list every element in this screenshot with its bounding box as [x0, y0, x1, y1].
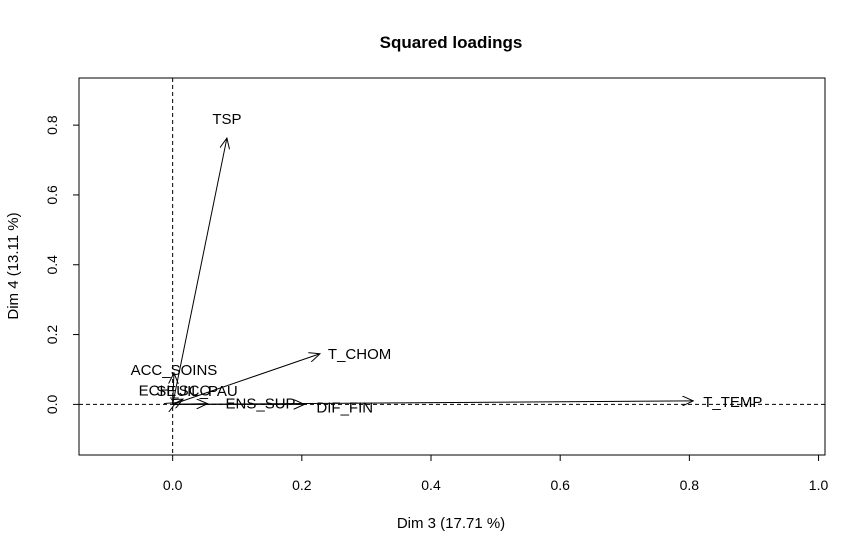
y-tick-label: 0.8 — [44, 115, 60, 135]
label-ech-sco: ECH_SCO — [139, 383, 212, 400]
arrow-t-chom — [172, 354, 320, 405]
y-axis-label: Dim 4 (13.11 %) — [5, 212, 22, 319]
label-dif-fin: DIF_FIN — [316, 399, 373, 416]
arrow-t-temp — [172, 401, 694, 404]
chart-title: Squared loadings — [380, 33, 523, 52]
x-tick-label: 0.4 — [421, 477, 441, 493]
x-tick-label: 0.6 — [550, 477, 570, 493]
reference-lines — [79, 78, 825, 455]
x-tick-label: 0.0 — [163, 477, 183, 493]
loading-arrows — [173, 138, 694, 404]
x-tick-label: 1.0 — [809, 477, 829, 493]
y-tick-label: 0.4 — [44, 255, 60, 275]
arrow-ens-sup — [172, 404, 208, 405]
y-tick-label: 0.2 — [44, 325, 60, 345]
y-tick-label: 0.6 — [44, 185, 60, 205]
label-seuil-pau: SEUIL_PAU — [156, 383, 237, 400]
loading-labels: TSP T_CHOM T_TEMP DIF_FIN ENS_SUP ACC_SOINS SE… — [131, 111, 763, 416]
y-tick-label: 0.0 — [44, 394, 60, 414]
label-t-chom: T_CHOM — [328, 346, 391, 363]
label-ens-sup: ENS_SUP — [226, 396, 296, 413]
x-tick-label: 0.8 — [680, 477, 700, 493]
label-tsp: TSP — [212, 111, 241, 128]
y-axis: 0.0 0.2 0.4 0.6 0.8 — [44, 115, 80, 414]
arrow-tsp — [172, 138, 227, 405]
x-axis-label: Dim 3 (17.71 %) — [397, 515, 505, 532]
x-axis: 0.0 0.2 0.4 0.6 0.8 1.0 — [163, 454, 829, 493]
label-t-temp: T_TEMP — [703, 394, 762, 411]
x-tick-label: 0.2 — [292, 477, 312, 493]
arrow-ech-sco — [173, 403, 176, 405]
label-acc-soins: ACC_SOINS — [131, 362, 218, 379]
